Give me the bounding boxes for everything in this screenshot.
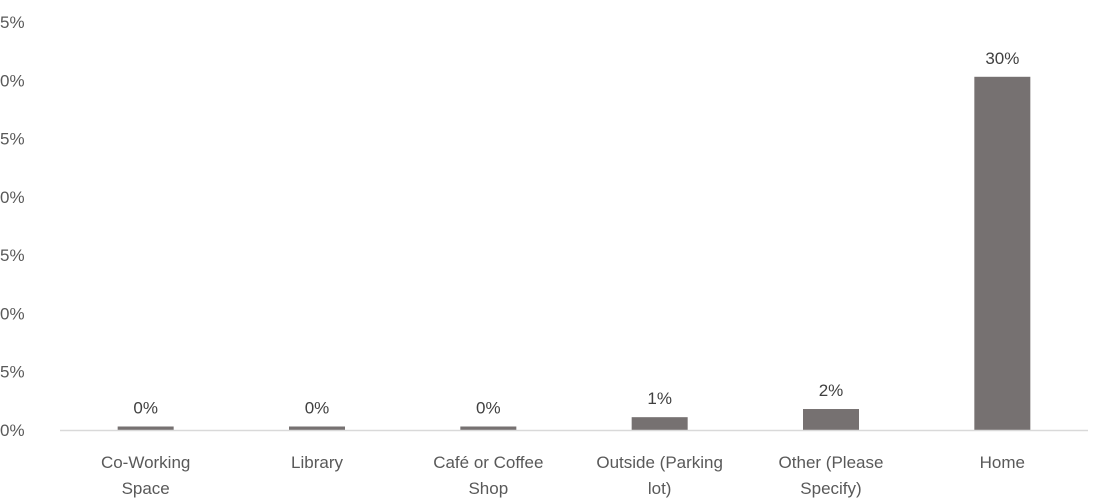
category-label: Shop: [468, 479, 508, 498]
category-label: Space: [122, 479, 170, 498]
y-tick-label: 0%: [0, 421, 25, 440]
data-label: 0%: [305, 399, 330, 418]
category-label: Library: [291, 453, 343, 472]
bar: [460, 426, 517, 430]
y-tick-label: 0%: [0, 304, 25, 323]
y-tick-label: 0%: [0, 188, 25, 207]
y-tick-label: 0%: [0, 71, 25, 90]
category-label: Home: [980, 453, 1025, 472]
bar: [117, 426, 174, 430]
data-labels: 0% 0% 0% 1% 2% 30%: [133, 49, 1019, 418]
category-label: Other (Please: [779, 453, 884, 472]
y-tick-label: 5%: [0, 246, 25, 265]
data-label: 1%: [647, 389, 672, 408]
data-label: 0%: [133, 399, 158, 418]
category-label: Café or Coffee: [433, 453, 543, 472]
bars: [117, 76, 1031, 430]
category-label: Outside (Parking: [596, 453, 723, 472]
y-tick-label: 5%: [0, 363, 25, 382]
data-label: 30%: [985, 49, 1019, 68]
category-label: lot): [648, 479, 672, 498]
bar: [631, 417, 688, 430]
bar: [289, 426, 345, 430]
data-label: 0%: [476, 399, 501, 418]
bar: [974, 76, 1031, 430]
category-label: Specify): [800, 479, 861, 498]
category-label: Co-Working: [101, 453, 190, 472]
bar: [803, 409, 859, 430]
data-label: 2%: [819, 381, 844, 400]
y-tick-label: 5%: [0, 130, 25, 149]
y-tick-label: 5%: [0, 13, 25, 32]
x-axis-category-labels: Co-Working Space Library Café or Coffee Shop…: [101, 453, 1025, 498]
y-axis-tick-labels: 0% 5% 0% 5% 0% 5% 0% 5%: [0, 13, 25, 440]
